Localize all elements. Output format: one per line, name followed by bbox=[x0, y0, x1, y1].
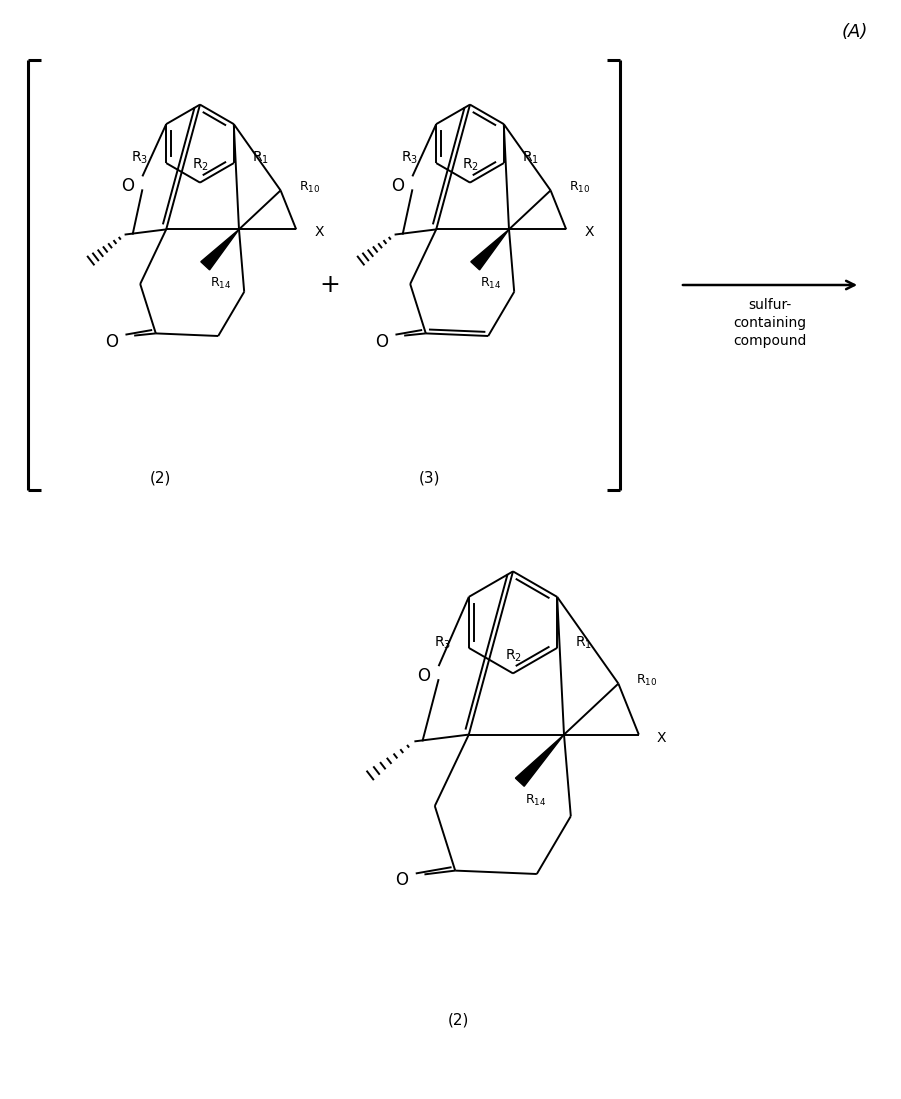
Text: R$_{14}$: R$_{14}$ bbox=[210, 276, 232, 291]
Polygon shape bbox=[201, 230, 239, 270]
Text: O: O bbox=[391, 177, 404, 196]
Text: R$_3$: R$_3$ bbox=[433, 635, 450, 651]
Text: (A): (A) bbox=[842, 23, 869, 41]
Polygon shape bbox=[471, 230, 509, 270]
Text: R$_{14}$: R$_{14}$ bbox=[524, 792, 546, 808]
Text: X: X bbox=[584, 225, 594, 240]
Text: R$_3$: R$_3$ bbox=[131, 149, 149, 166]
Text: +: + bbox=[320, 273, 341, 297]
Text: O: O bbox=[395, 872, 408, 889]
Polygon shape bbox=[515, 734, 564, 786]
Text: sulfur-: sulfur- bbox=[749, 298, 792, 312]
Text: containing: containing bbox=[733, 317, 806, 330]
Text: (3): (3) bbox=[419, 470, 441, 486]
Text: R$_{14}$: R$_{14}$ bbox=[480, 276, 502, 291]
Text: O: O bbox=[121, 177, 134, 196]
Text: (2): (2) bbox=[447, 1012, 469, 1028]
Text: R$_3$: R$_3$ bbox=[401, 149, 418, 166]
Text: O: O bbox=[417, 667, 430, 685]
Text: O: O bbox=[105, 333, 118, 351]
Text: X: X bbox=[314, 225, 323, 240]
Text: compound: compound bbox=[733, 334, 806, 348]
Text: R$_2$: R$_2$ bbox=[461, 156, 478, 173]
Text: (2): (2) bbox=[150, 470, 170, 486]
Text: R$_{10}$: R$_{10}$ bbox=[636, 673, 658, 688]
Text: R$_2$: R$_2$ bbox=[192, 156, 208, 173]
Text: X: X bbox=[657, 731, 667, 745]
Text: O: O bbox=[375, 333, 387, 351]
Text: R$_1$: R$_1$ bbox=[575, 635, 592, 651]
Text: R$_1$: R$_1$ bbox=[522, 149, 539, 166]
Text: R$_2$: R$_2$ bbox=[505, 647, 522, 664]
Text: R$_{10}$: R$_{10}$ bbox=[298, 180, 320, 195]
Text: R$_{10}$: R$_{10}$ bbox=[569, 180, 590, 195]
Text: R$_1$: R$_1$ bbox=[251, 149, 268, 166]
